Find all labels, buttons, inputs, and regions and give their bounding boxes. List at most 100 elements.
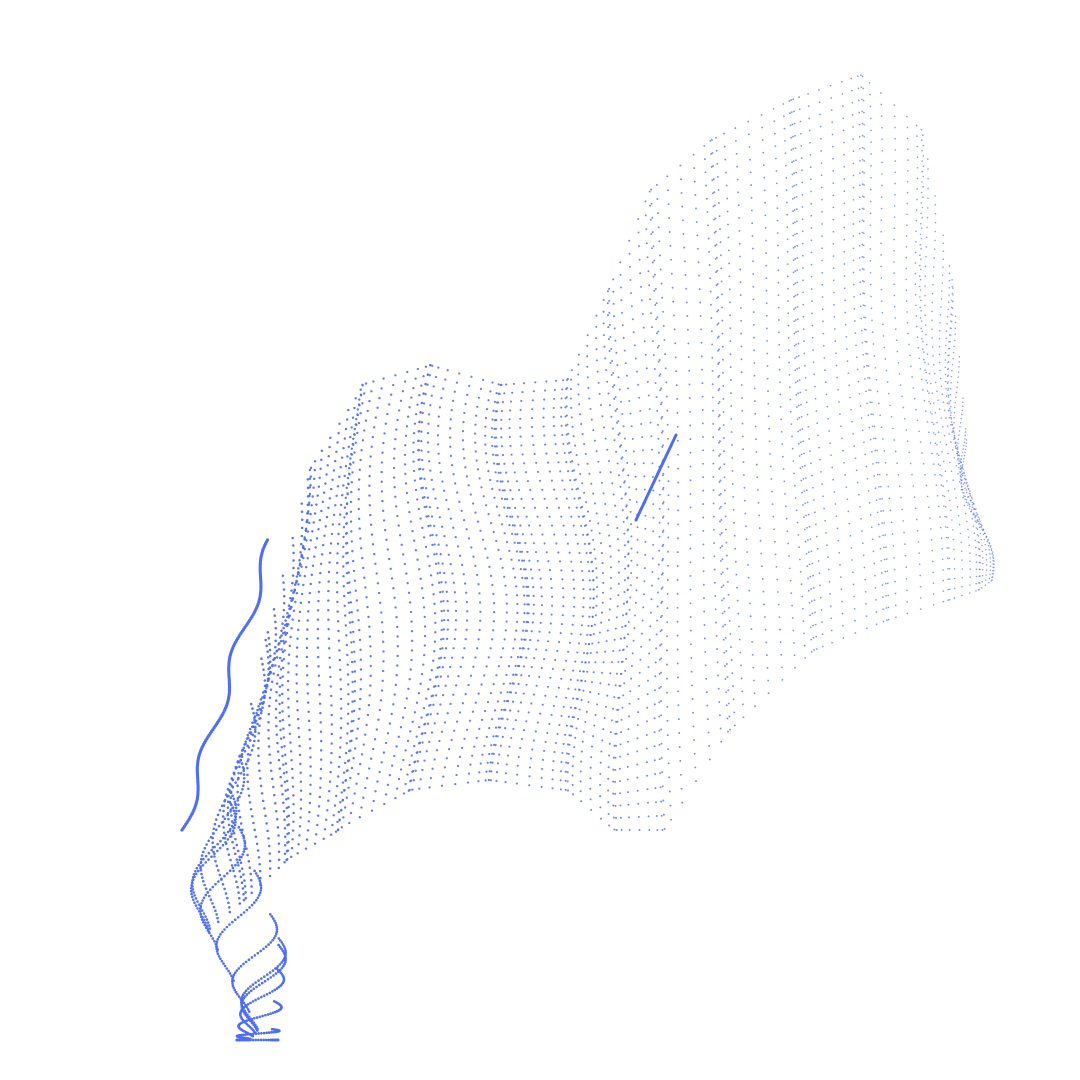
wave-dot <box>404 434 408 437</box>
wave-dot <box>319 562 323 566</box>
wave-dot <box>615 732 618 735</box>
wave-dot <box>330 742 333 745</box>
wave-dot <box>504 727 507 730</box>
wave-dot <box>667 466 670 468</box>
wave-dot <box>228 829 232 832</box>
wave-dot <box>265 686 268 690</box>
wave-dot <box>581 505 584 508</box>
wave-dot <box>787 312 790 315</box>
dot-column <box>760 114 784 681</box>
wave-dot <box>408 678 411 681</box>
wave-dot <box>441 480 444 483</box>
wave-dot <box>631 652 634 655</box>
wave-dot <box>704 171 707 174</box>
wave-dot <box>500 523 504 526</box>
wave-dot <box>862 99 865 102</box>
wave-dot <box>349 749 352 752</box>
wave-dot <box>288 614 292 617</box>
wave-dot <box>926 390 929 392</box>
wave-dot <box>616 720 619 723</box>
wave-dot <box>288 644 292 648</box>
wave-dot <box>726 197 729 200</box>
wave-dot <box>386 412 389 416</box>
wave-dot <box>934 473 936 476</box>
wave-dot <box>806 565 809 568</box>
wave-dot <box>281 718 285 722</box>
wave-dot <box>289 635 292 639</box>
wave-dot <box>609 597 612 600</box>
wave-dot <box>373 552 376 556</box>
wave-dot <box>267 679 270 682</box>
wave-dot <box>236 849 240 853</box>
wave-dot <box>309 475 313 478</box>
wave-dot <box>476 405 479 408</box>
wave-dot <box>280 947 283 951</box>
wave-dot <box>821 296 824 298</box>
wave-dot <box>667 762 670 765</box>
wave-dot <box>886 570 889 573</box>
wave-dot <box>394 438 397 441</box>
wave-dot <box>516 773 519 776</box>
wave-dot <box>915 219 918 222</box>
wave-dot <box>207 839 210 843</box>
wave-dot <box>261 1014 264 1018</box>
wave-dot <box>395 787 399 790</box>
wave-dot <box>716 283 719 285</box>
wave-dot <box>293 583 297 586</box>
wave-dot <box>242 784 245 787</box>
wave-dot <box>619 731 623 734</box>
wave-dot <box>500 427 503 430</box>
wave-dot <box>648 284 651 287</box>
wave-dot <box>661 586 664 589</box>
wave-dot <box>662 501 665 504</box>
wave-dot <box>360 547 363 550</box>
wave-dot <box>229 802 232 805</box>
wave-dot <box>264 1013 267 1017</box>
wave-dot <box>349 520 353 523</box>
wave-dot <box>339 707 343 710</box>
wave-dot <box>423 634 427 638</box>
wave-dot <box>628 816 630 819</box>
wave-dot <box>905 300 908 302</box>
wave-dot <box>501 480 504 483</box>
wave-dot <box>437 684 440 688</box>
wave-dot <box>211 836 214 840</box>
wave-dot <box>327 570 331 574</box>
wave-dot <box>395 745 398 748</box>
wave-dot <box>840 588 843 591</box>
dot-column <box>919 134 951 601</box>
wave-dot <box>842 117 845 120</box>
wave-dot <box>488 565 491 569</box>
wave-dot <box>215 945 219 949</box>
wave-dot <box>831 121 834 124</box>
wave-dot <box>510 656 513 659</box>
wave-dot <box>780 653 783 656</box>
wave-dot <box>702 476 705 479</box>
wave-dot <box>712 409 714 412</box>
wave-dot <box>863 268 865 271</box>
wave-dot <box>783 115 785 118</box>
wave-dot <box>334 504 337 507</box>
wave-dot <box>410 658 413 662</box>
wave-dot <box>388 557 391 561</box>
wave-dot <box>874 449 877 452</box>
wave-dot <box>858 147 861 150</box>
wave-dot <box>375 728 378 731</box>
wave-dot <box>512 567 515 570</box>
wave-dot <box>732 495 735 498</box>
wave-dot <box>922 196 924 199</box>
wave-dot <box>614 684 617 687</box>
wave-dot <box>531 621 534 624</box>
wave-dot <box>676 578 679 581</box>
wave-dot <box>219 839 222 843</box>
wave-dot <box>406 501 410 504</box>
wave-dot <box>777 306 780 309</box>
wave-dot <box>308 747 312 750</box>
wave-dot <box>446 618 450 622</box>
wave-dot <box>453 591 457 594</box>
wave-dot <box>253 869 256 873</box>
wave-dot <box>456 491 459 494</box>
wave-dot <box>799 391 802 394</box>
wave-dot <box>439 591 442 594</box>
wave-dot <box>739 268 742 271</box>
